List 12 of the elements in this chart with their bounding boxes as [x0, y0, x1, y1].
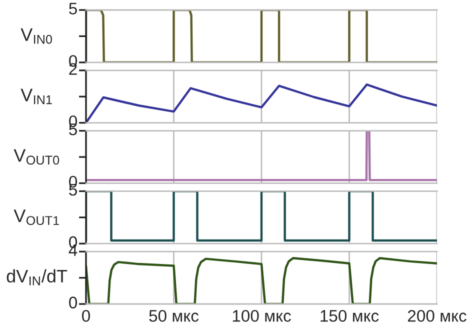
y-axis-title: V$_{OUT0}$	[14, 149, 60, 165]
y-tick-label: 5	[69, 2, 77, 14]
x-tick-label: 0	[82, 310, 90, 322]
y-tick-label: 0	[69, 296, 78, 308]
y-axis-title: V$_{OUT1}$	[14, 210, 59, 226]
y-axis-title: V$_{IN0}$	[20, 28, 52, 44]
y-axis-title: dV$_{IN}$/dT	[6, 269, 68, 286]
x-tick-label: 50 мкс	[149, 310, 199, 322]
y-axis-title: V$_{IN1}$	[20, 88, 52, 104]
x-tick-label: 200 мкс	[408, 310, 466, 322]
x-tick-label: 150 мкс	[320, 310, 379, 322]
x-tick-label: 100 мкс	[232, 310, 291, 322]
